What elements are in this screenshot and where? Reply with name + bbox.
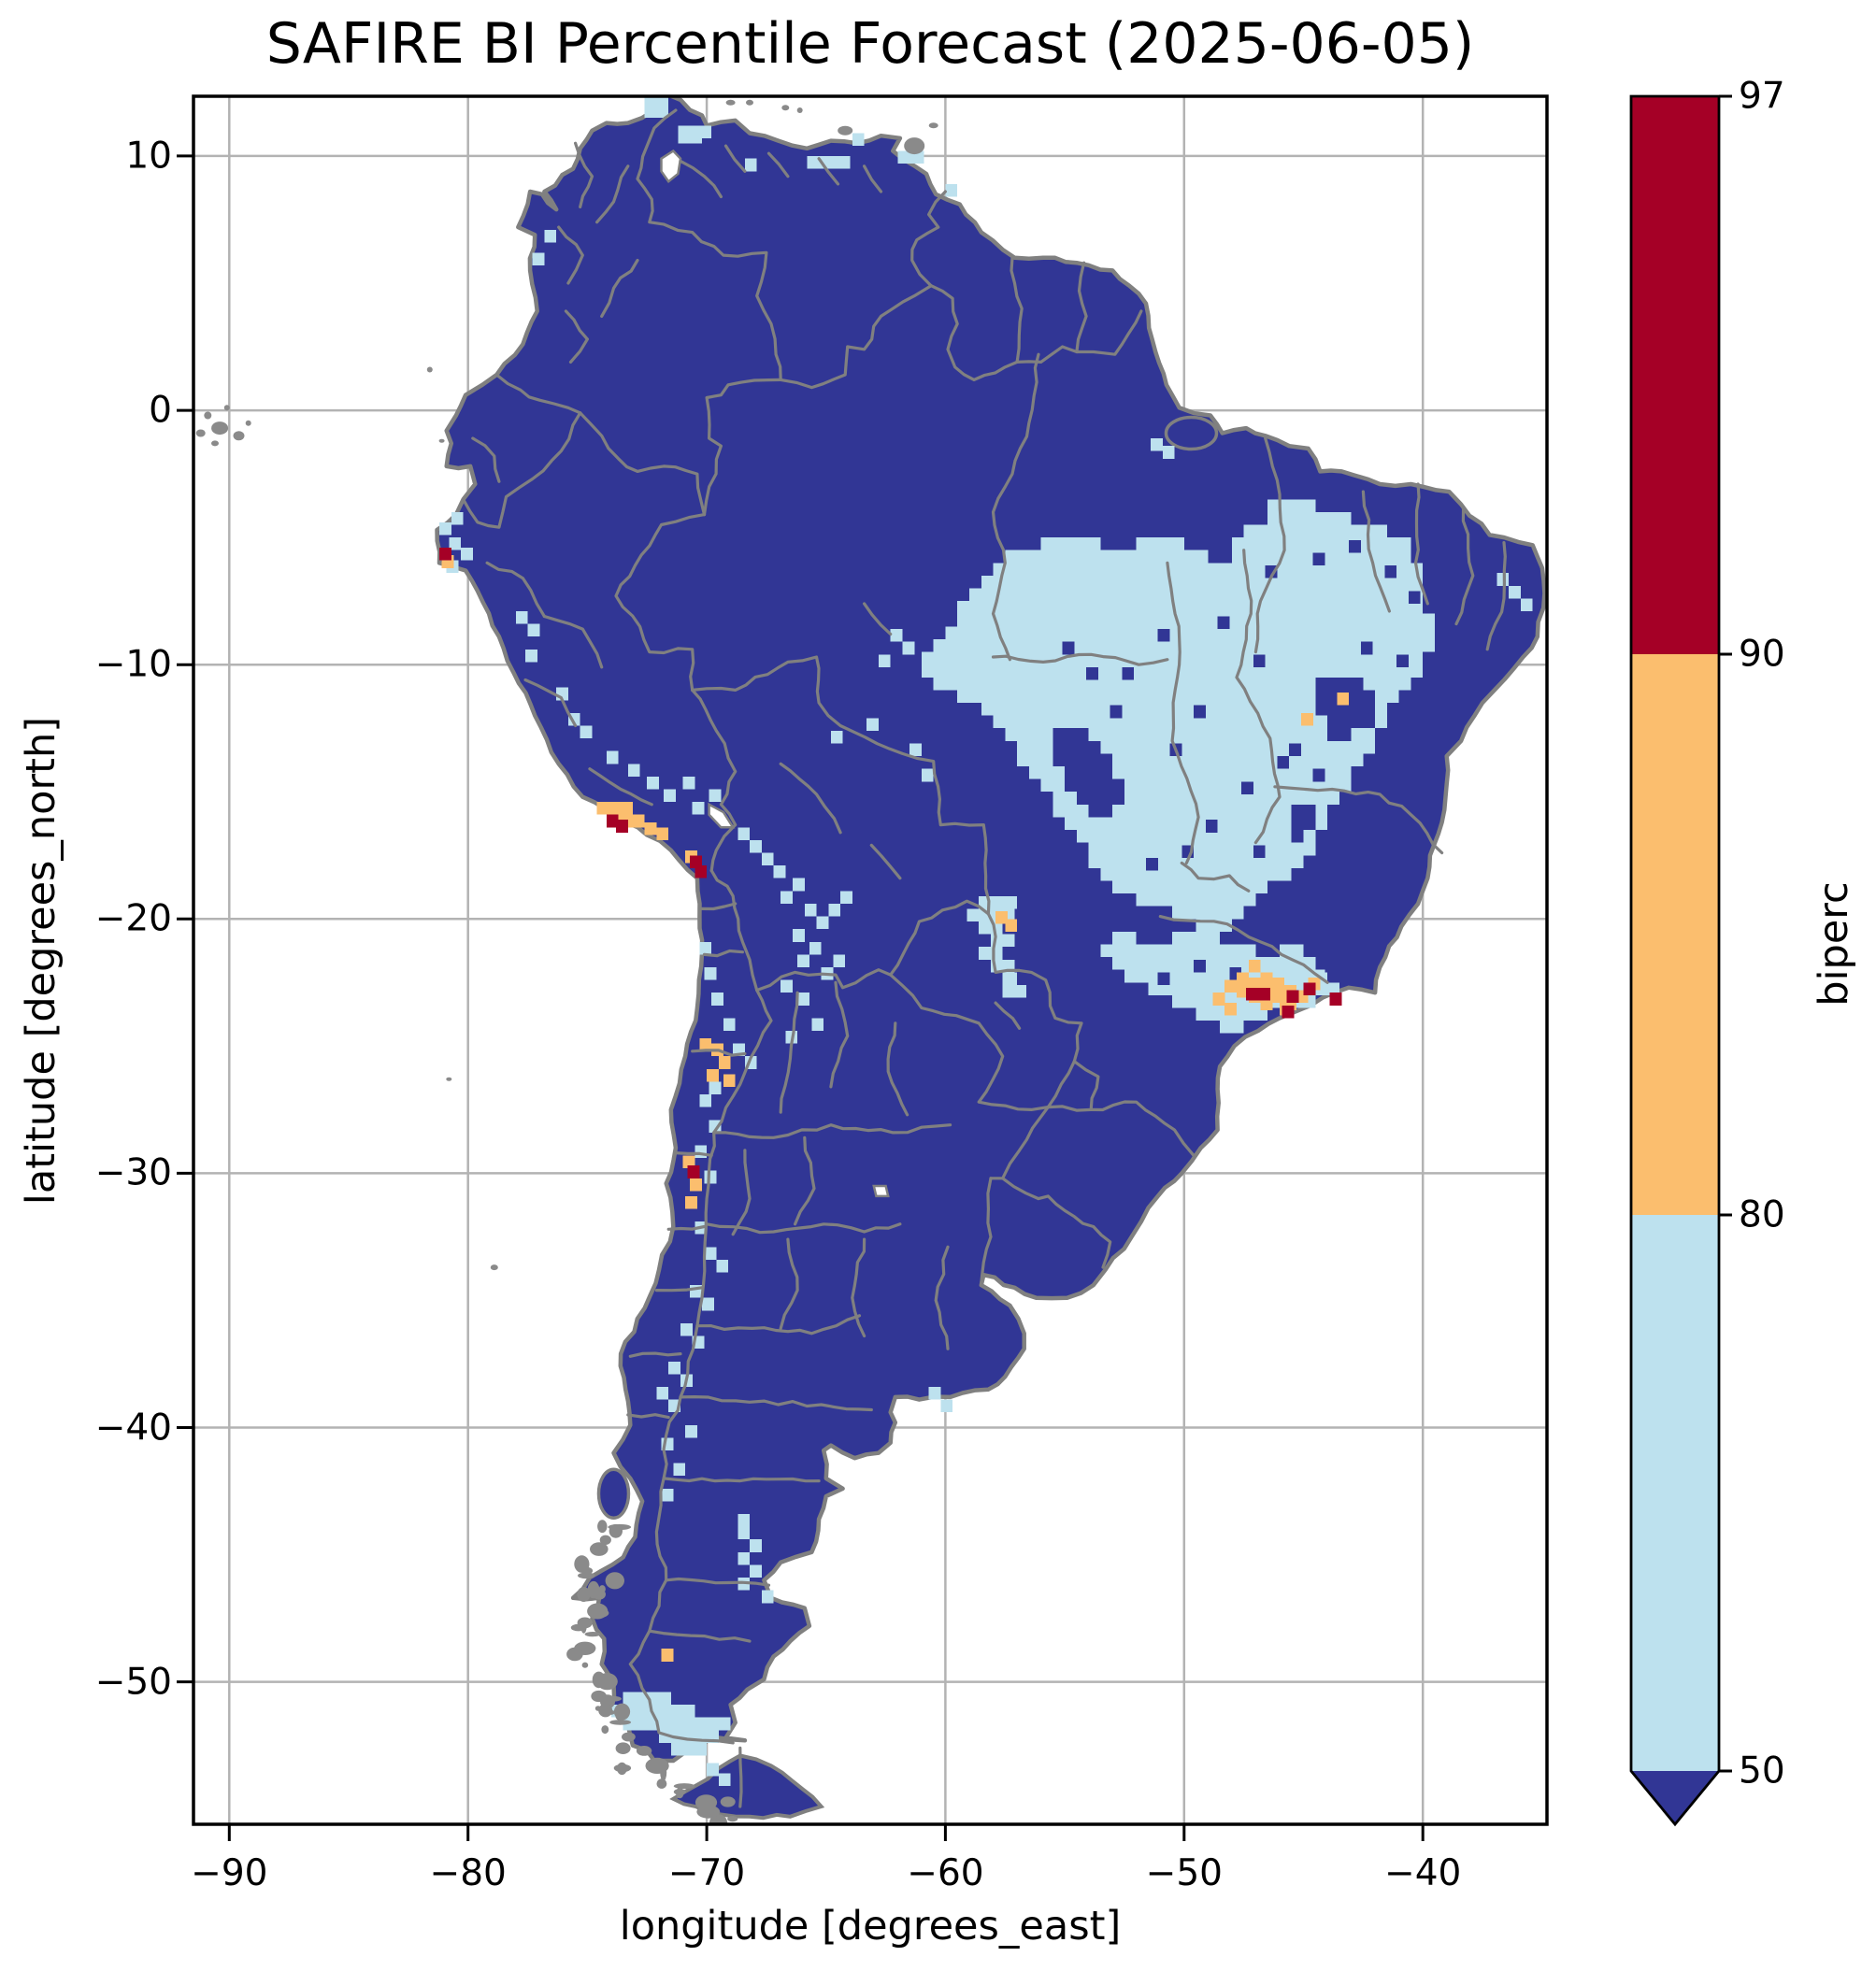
colorbar	[1629, 94, 1732, 1827]
lakes	[660, 149, 890, 1198]
x-tick-label-−80: −80	[429, 1852, 507, 1894]
x-axis-label: longitude [degrees_east]	[619, 1903, 1122, 1950]
x-tick-label-−70: −70	[667, 1852, 746, 1894]
islands	[195, 96, 938, 1824]
biperc-field	[439, 97, 1533, 1787]
x-tick-label-−50: −50	[1145, 1852, 1223, 1894]
x-tick-label-−90: −90	[191, 1852, 268, 1894]
y-tick-label-−20: −20	[94, 897, 172, 940]
colorbar-tick-label-90: 90	[1739, 633, 1785, 676]
y-tick-label-0: 0	[149, 389, 172, 432]
colorbar-label: biperc	[1811, 881, 1857, 1007]
y-tick-label-−50: −50	[94, 1661, 172, 1704]
colorbar-tick-label-50: 50	[1739, 1750, 1785, 1792]
y-tick-label-−40: −40	[94, 1407, 172, 1449]
colorbar-tick-label-80: 80	[1739, 1193, 1785, 1236]
plot-frame	[177, 94, 1549, 1841]
colorbar-tick-label-97: 97	[1739, 75, 1785, 118]
y-tick-label-−30: −30	[94, 1151, 172, 1194]
y-axis-label: latitude [degrees_north]	[18, 716, 64, 1206]
admin-borders	[462, 108, 1507, 1808]
chart-title: SAFIRE BI Percentile Forecast (2025-06-0…	[265, 11, 1475, 77]
x-tick-label-−40: −40	[1384, 1852, 1462, 1894]
x-tick-label-−60: −60	[907, 1852, 984, 1894]
y-tick-label-−10: −10	[94, 643, 172, 686]
y-tick-label-10: 10	[125, 135, 172, 178]
